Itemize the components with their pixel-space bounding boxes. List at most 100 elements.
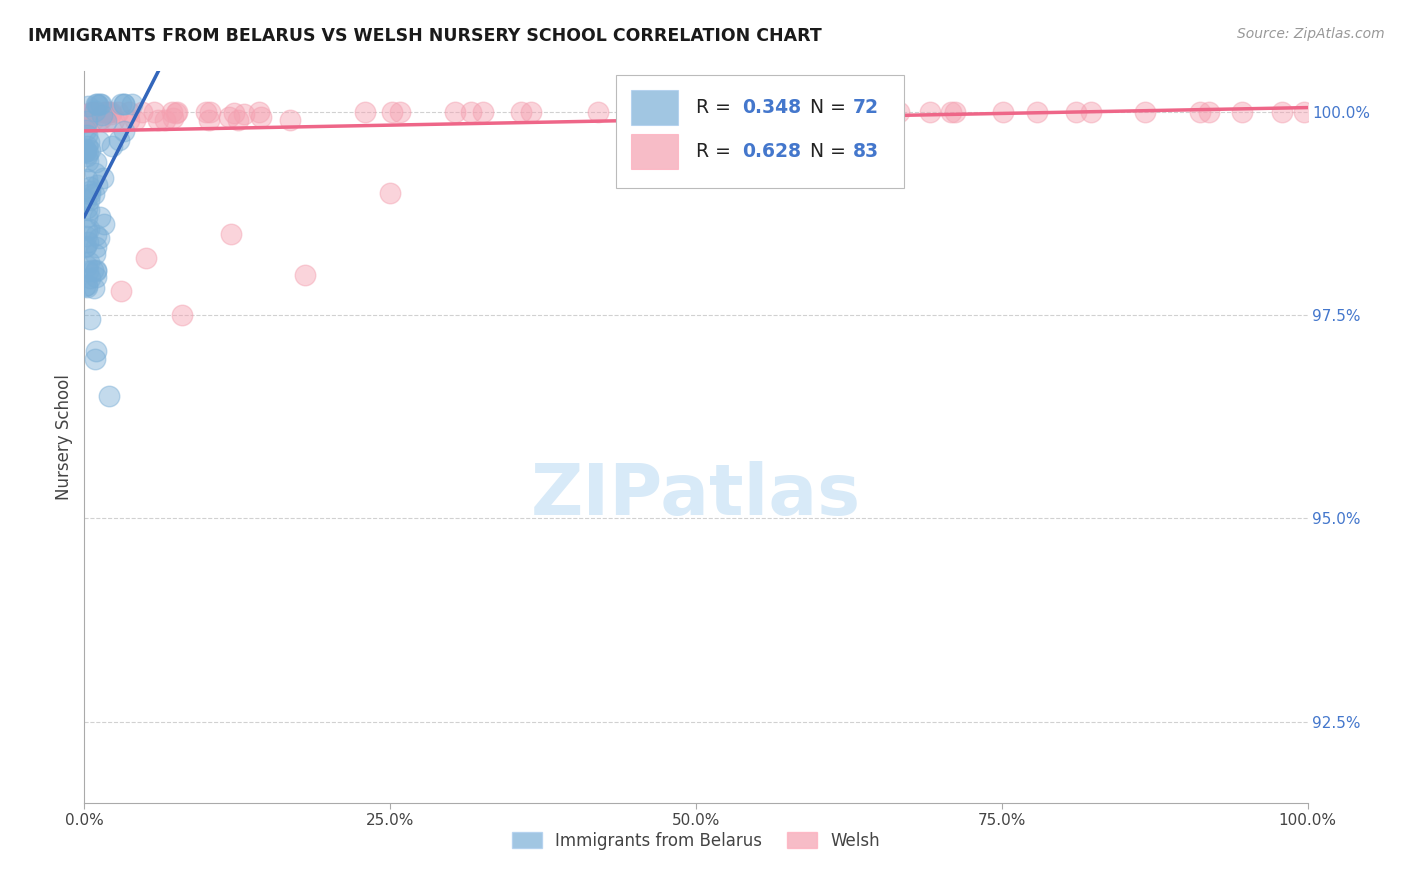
Point xyxy=(73,112,96,127)
Point xyxy=(75,239,97,253)
Point xyxy=(769,105,792,120)
Point xyxy=(77,203,100,218)
Point xyxy=(79,106,101,120)
Point xyxy=(82,105,104,120)
Point xyxy=(172,308,194,322)
Point xyxy=(991,105,1014,120)
Point xyxy=(218,111,240,125)
Point xyxy=(83,187,105,202)
Point xyxy=(75,123,97,137)
Point xyxy=(87,98,110,112)
Point xyxy=(73,109,96,123)
Point xyxy=(1080,105,1102,120)
Point xyxy=(194,105,217,120)
Point xyxy=(75,113,97,128)
Text: 0.628: 0.628 xyxy=(742,143,801,161)
Point xyxy=(84,154,107,169)
Point xyxy=(471,105,494,120)
Point xyxy=(100,105,122,120)
Point xyxy=(232,106,254,120)
Point xyxy=(155,113,177,128)
Point xyxy=(100,107,122,121)
Point xyxy=(110,284,132,298)
Point xyxy=(780,105,803,120)
Point xyxy=(76,114,98,128)
Point xyxy=(76,235,98,250)
Point xyxy=(280,113,302,128)
Point xyxy=(101,138,124,153)
Point xyxy=(97,389,120,403)
Point xyxy=(75,113,97,128)
Point xyxy=(77,99,100,113)
Point xyxy=(79,143,101,157)
Point xyxy=(84,264,107,278)
Point xyxy=(93,217,115,231)
Point xyxy=(638,105,661,120)
Point xyxy=(1189,105,1212,120)
Point xyxy=(96,105,118,120)
Point xyxy=(94,113,117,128)
Point xyxy=(165,105,187,120)
Point xyxy=(73,145,96,159)
Point xyxy=(76,106,98,120)
Point xyxy=(76,171,98,186)
Point xyxy=(586,105,609,120)
Point xyxy=(887,105,910,120)
Point xyxy=(86,105,108,120)
Point xyxy=(381,105,404,120)
Point xyxy=(200,105,222,120)
Point xyxy=(247,105,270,120)
Point xyxy=(76,139,98,153)
Text: 0.348: 0.348 xyxy=(742,98,801,118)
Point xyxy=(91,170,114,185)
Point xyxy=(821,105,844,120)
Point xyxy=(118,105,141,120)
Point xyxy=(520,105,543,120)
Point xyxy=(83,281,105,295)
FancyBboxPatch shape xyxy=(631,135,678,169)
Point xyxy=(87,134,110,148)
Point xyxy=(162,105,184,120)
Point xyxy=(443,105,465,120)
Point xyxy=(97,105,120,120)
Point xyxy=(82,263,104,277)
Point xyxy=(84,104,107,119)
Point xyxy=(89,231,111,245)
Point xyxy=(84,240,107,254)
Text: 72: 72 xyxy=(852,98,879,118)
Point xyxy=(75,110,97,124)
Point xyxy=(79,312,101,326)
Point xyxy=(79,186,101,201)
FancyBboxPatch shape xyxy=(616,75,904,188)
Point xyxy=(89,96,111,111)
Point xyxy=(249,110,271,124)
Point xyxy=(76,260,98,274)
Point xyxy=(920,105,942,120)
Point xyxy=(1064,105,1087,120)
Point xyxy=(83,105,105,120)
Point xyxy=(110,96,132,111)
Point xyxy=(84,269,107,284)
Point xyxy=(90,96,112,111)
Point xyxy=(75,144,97,158)
Point xyxy=(224,106,246,120)
Point xyxy=(75,193,97,207)
Point xyxy=(86,96,108,111)
Point xyxy=(1292,105,1315,120)
Point xyxy=(1026,105,1049,120)
Point xyxy=(83,166,105,180)
Point xyxy=(112,96,135,111)
Point xyxy=(77,255,100,269)
Point xyxy=(460,105,482,120)
Point xyxy=(124,113,146,128)
Point xyxy=(83,351,105,366)
FancyBboxPatch shape xyxy=(631,90,678,126)
Point xyxy=(82,113,104,128)
Point xyxy=(353,105,375,120)
Point xyxy=(510,105,533,120)
Point xyxy=(77,193,100,207)
Point xyxy=(943,105,966,120)
Point xyxy=(93,105,115,120)
Point xyxy=(76,280,98,294)
Point xyxy=(77,136,100,150)
